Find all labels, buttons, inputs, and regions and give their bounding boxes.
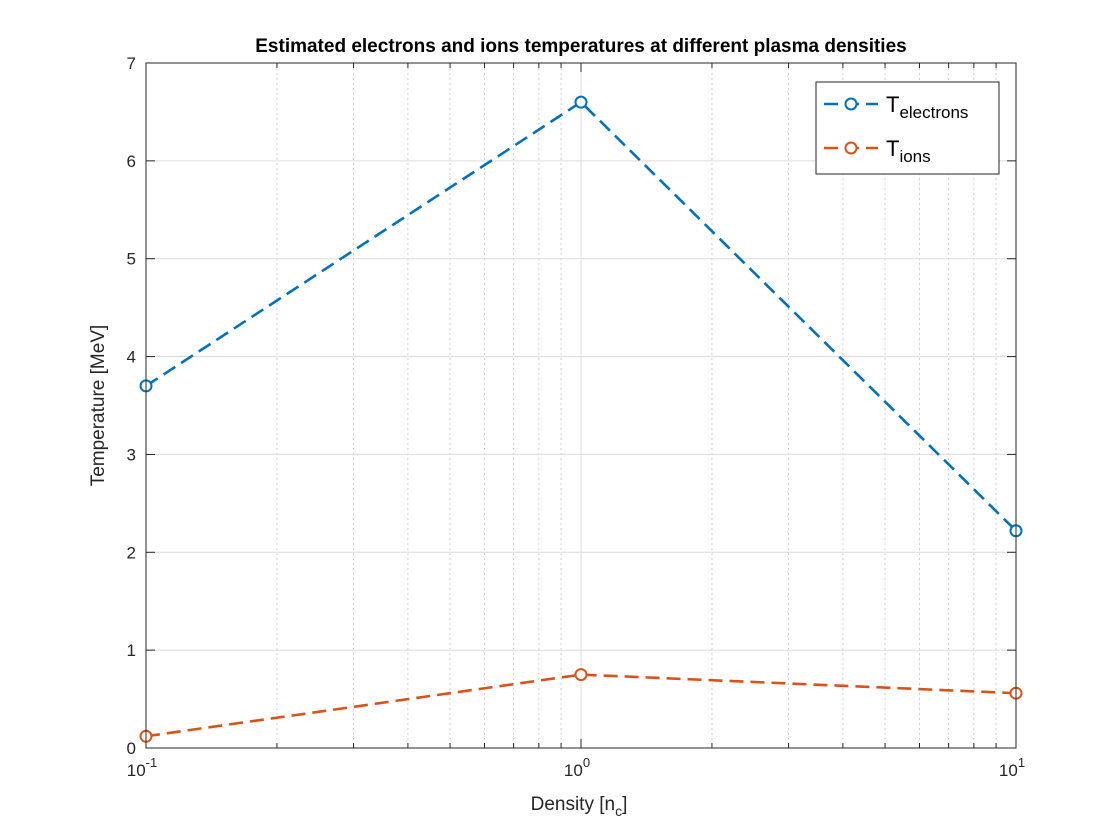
x-tick-label-exponent: 1: [1018, 755, 1025, 770]
legend-item-electrons: Telectrons: [824, 92, 968, 122]
chart-title: Estimated electrons and ions temperature…: [255, 36, 906, 57]
x-axis-label-sub: c: [615, 803, 622, 819]
y-tick-label: 6: [127, 152, 136, 171]
y-axis-label: Temperature [MeV]: [88, 325, 109, 487]
series-line-electrons: [145, 100, 1017, 532]
x-tick-label-exponent: -1: [146, 755, 158, 770]
x-tick-label: 101: [999, 755, 1025, 780]
x-axis-label-tail: ]: [622, 794, 627, 815]
x-tick-label: 100: [564, 755, 590, 780]
y-tick-label: 7: [127, 54, 136, 73]
legend-swatch-marker: [844, 97, 858, 111]
y-tick-label: 2: [127, 543, 136, 562]
x-tick-label: 10-1: [127, 755, 157, 780]
x-tick-label-base: 10: [999, 761, 1018, 780]
y-tick-label: 4: [127, 348, 136, 367]
grid-lines: [146, 63, 1016, 748]
legend-item-ions: Tions: [824, 136, 931, 166]
x-axis-label: Density [nc]: [531, 794, 628, 819]
x-tick-label-base: 10: [127, 761, 146, 780]
data-point-electrons: [574, 95, 588, 109]
legend-label: Tions: [886, 136, 931, 166]
x-tick-label-exponent: 0: [583, 755, 590, 770]
legend-label-sub: electrons: [899, 103, 968, 122]
x-axis-label-base: Density [n: [531, 794, 615, 815]
legend-label: Telectrons: [886, 92, 968, 122]
y-tick-label: 5: [127, 250, 136, 269]
legend-label-base: T: [886, 92, 899, 117]
data-point-ions: [574, 668, 588, 682]
legend-label-base: T: [886, 136, 899, 161]
legend-label-sub: ions: [899, 147, 930, 166]
y-tick-label: 0: [127, 739, 136, 758]
legend-box: [815, 81, 1000, 175]
x-tick-label-base: 10: [564, 761, 583, 780]
y-tick-label: 1: [127, 641, 136, 660]
y-tick-label: 3: [127, 445, 136, 464]
legend-swatch-marker: [844, 141, 858, 155]
